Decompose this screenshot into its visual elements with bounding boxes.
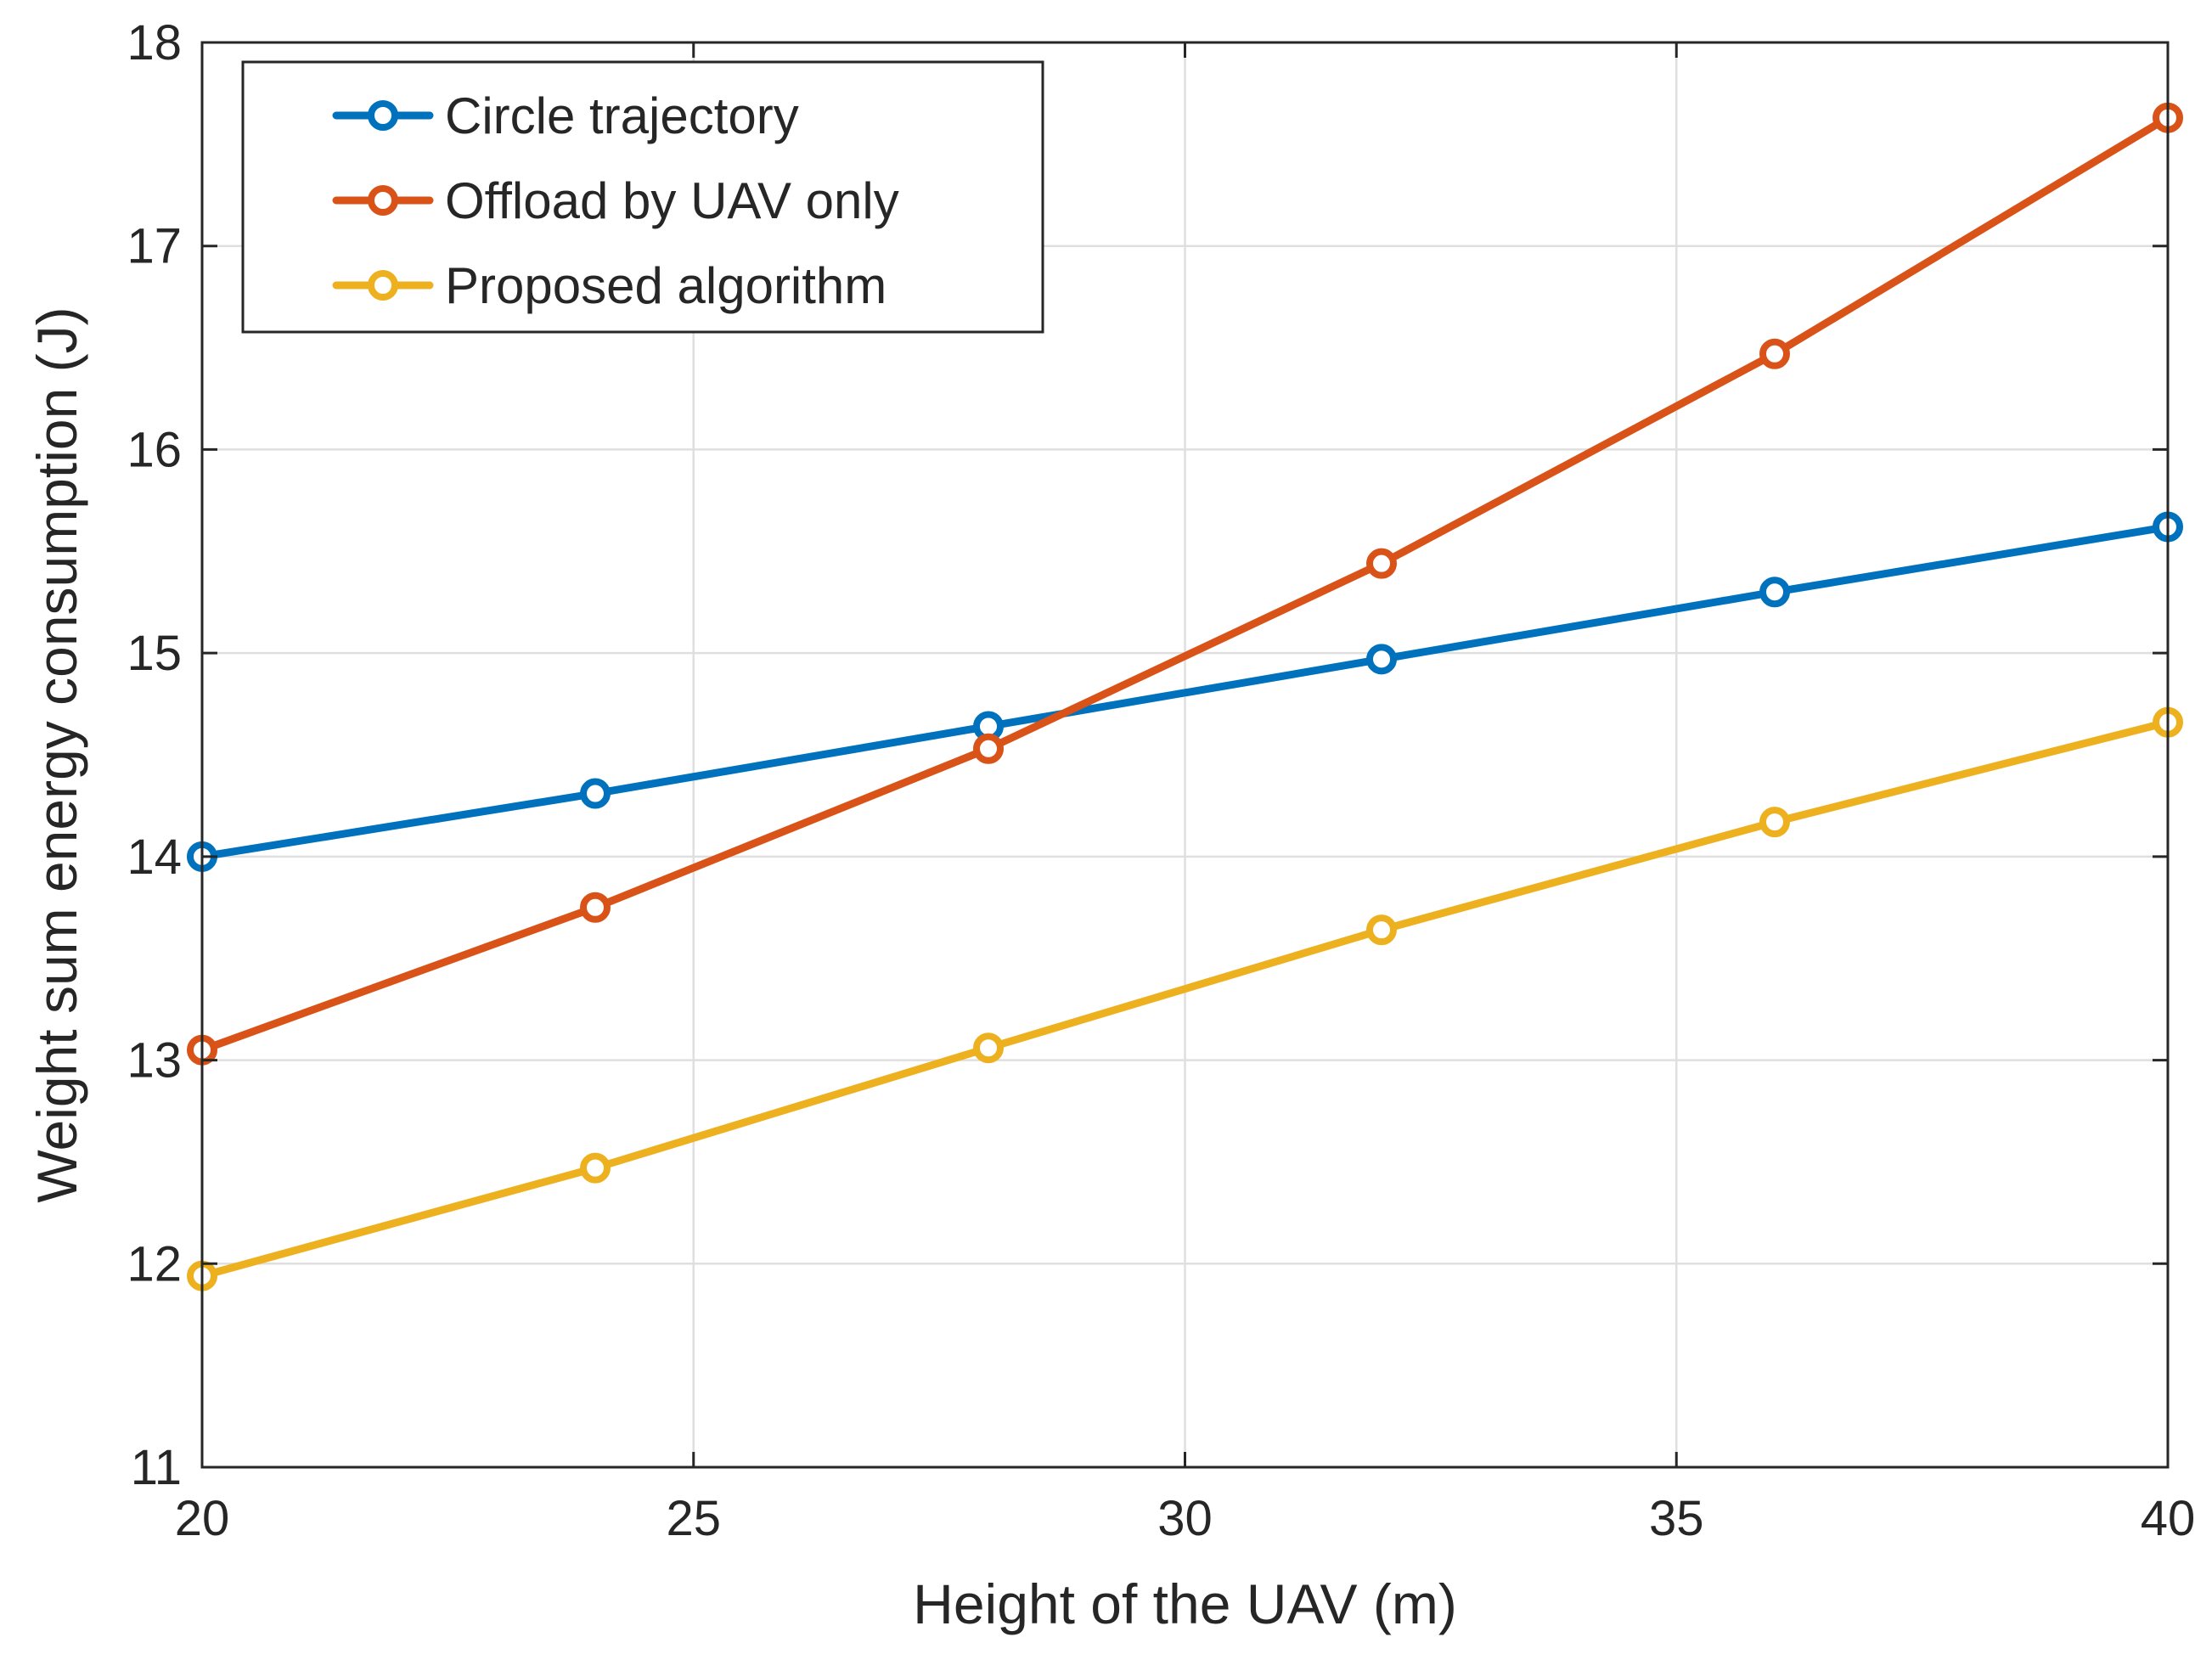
ticks: 20 25 30 35 40 11 12 13 14 15 16 17 18 [127, 15, 2195, 1546]
data-point [1366, 548, 1397, 579]
x-tick-label: 40 [2141, 1491, 2196, 1546]
legend-label: Proposed algorithm [445, 257, 886, 314]
series-line-2 [198, 114, 2172, 1055]
data-point [973, 1032, 1004, 1064]
x-tick-label: 30 [1157, 1491, 1213, 1546]
data-point [580, 778, 611, 809]
y-tick-label: 12 [127, 1236, 182, 1291]
legend: Circle trajectory Offload by UAV only Prop… [241, 60, 1044, 334]
data-point [1759, 338, 1790, 369]
data-point [580, 1152, 611, 1184]
y-tick-label: 15 [127, 626, 182, 681]
y-tick-label: 14 [127, 830, 182, 885]
x-axis-label: Height of the UAV (m) [913, 1572, 1457, 1635]
y-tick-label: 17 [127, 219, 182, 274]
y-tick-label: 16 [127, 422, 182, 477]
y-tick-label: 18 [127, 15, 182, 70]
y-tick-label: 13 [127, 1033, 182, 1089]
legend-label: Circle trajectory [445, 87, 799, 144]
data-point [1366, 644, 1397, 675]
data-point [973, 733, 1004, 764]
series-group [187, 102, 2183, 1291]
series-line-3 [198, 718, 2172, 1280]
data-point [1759, 577, 1790, 608]
legend-marker [368, 185, 398, 216]
legend-marker [368, 270, 398, 301]
y-axis-label: Weight sum energy consumption (J) [25, 307, 88, 1202]
legend-marker [368, 100, 398, 131]
x-tick-label: 20 [175, 1491, 230, 1546]
data-point [1366, 914, 1397, 946]
x-tick-label: 35 [1649, 1491, 1704, 1546]
data-point [580, 892, 611, 923]
series-line-1 [198, 523, 2172, 861]
y-tick-label: 11 [131, 1440, 182, 1495]
data-point [1759, 807, 1790, 838]
x-tick-label: 25 [666, 1491, 721, 1546]
legend-label: Offload by UAV only [445, 172, 899, 229]
